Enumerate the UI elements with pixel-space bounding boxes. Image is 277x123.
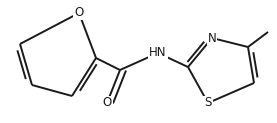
Text: HN: HN bbox=[149, 46, 167, 60]
Text: O: O bbox=[102, 97, 112, 109]
Text: S: S bbox=[204, 97, 212, 109]
Text: O: O bbox=[75, 7, 84, 20]
Text: N: N bbox=[208, 31, 216, 45]
